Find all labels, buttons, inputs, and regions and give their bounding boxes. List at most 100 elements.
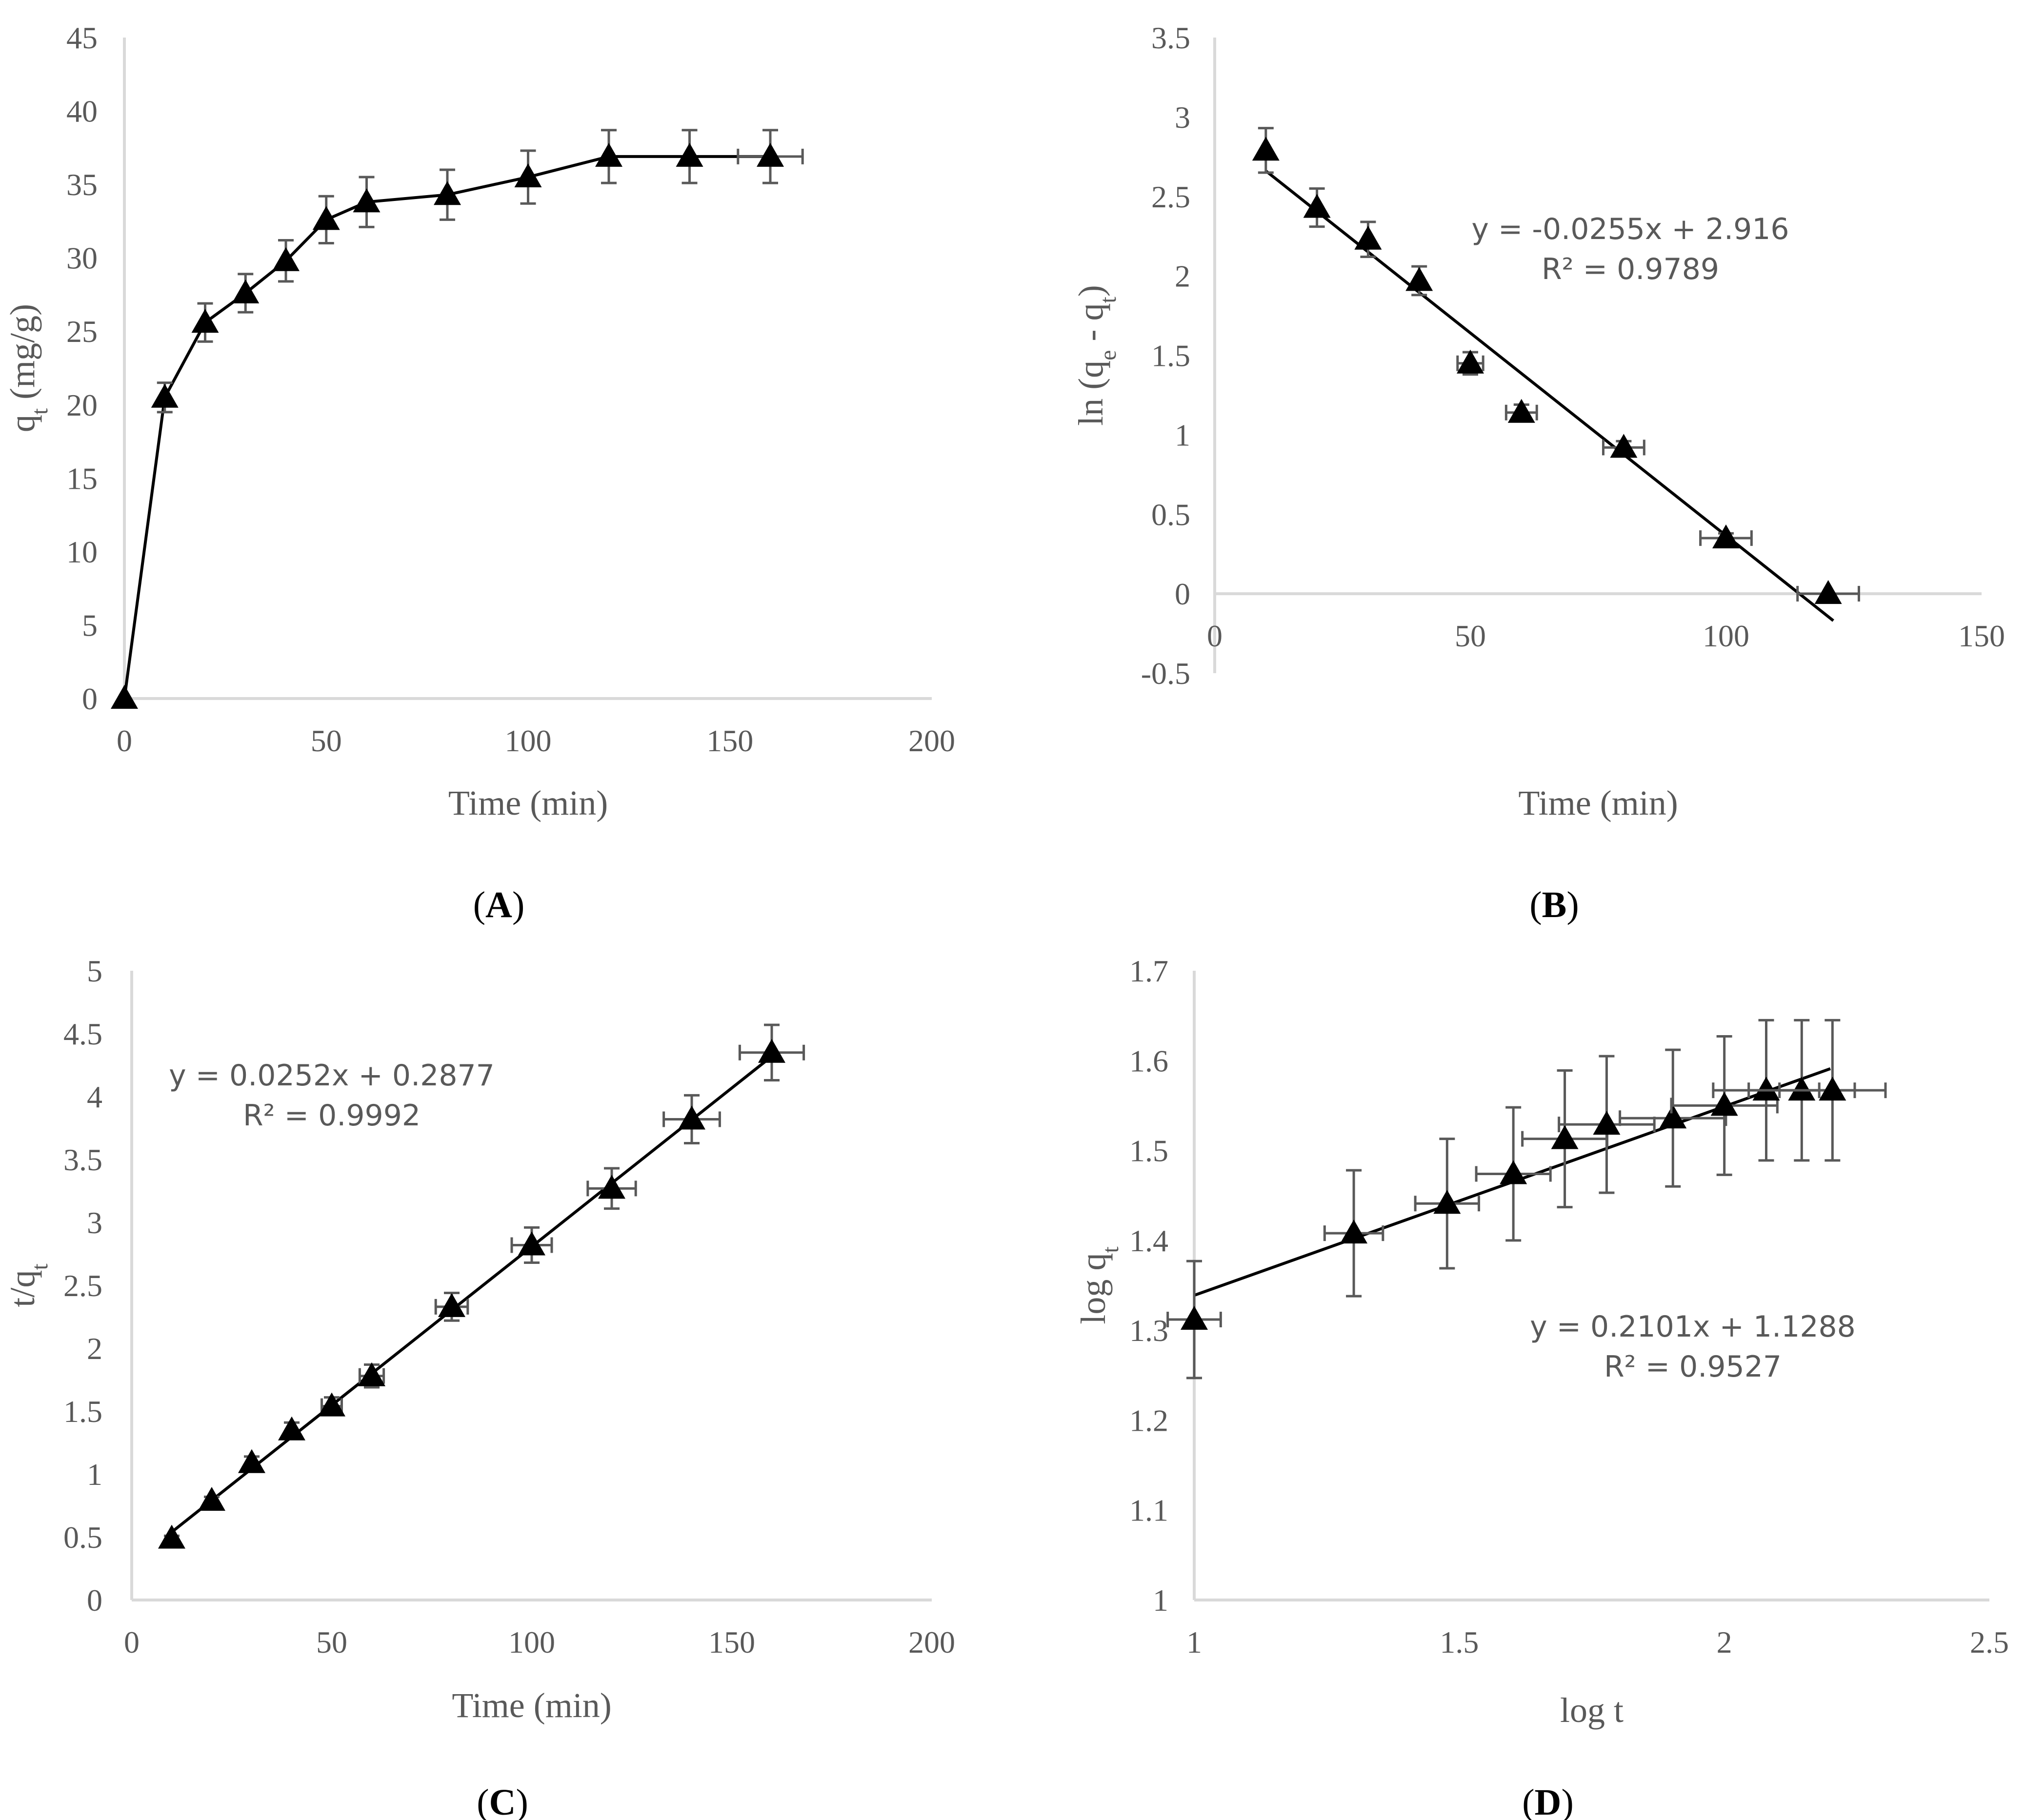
data-point-a-9 xyxy=(595,142,622,167)
y-tick-label-b-7: 3 xyxy=(1175,100,1190,135)
panel-letter-c: C xyxy=(489,1782,516,1820)
data-point-a-5 xyxy=(312,206,340,230)
x-tick-label-a-2: 100 xyxy=(505,723,552,758)
chart-d: 1 1.1 1.2 1.3 1.4 1.5 1.6 1.7 1 1.5 2 2.5 log t log q… xyxy=(1074,954,2009,1820)
y-title-main-c: t/q xyxy=(3,1270,42,1307)
data-point-b-0 xyxy=(1252,137,1280,161)
data-point-d-5 xyxy=(1593,1111,1621,1135)
chart-a: 0 5 10 15 20 25 30 35 40 45 0 50 100 150 200 Time (min)… xyxy=(3,20,955,925)
data-point-b-2 xyxy=(1354,225,1382,250)
data-point-a-0 xyxy=(111,685,138,709)
y-tick-label-a-0: 0 xyxy=(82,681,98,716)
y-tick-label-a-9: 45 xyxy=(66,20,98,55)
x-tick-label-a-4: 200 xyxy=(908,723,955,758)
x-tick-label-c-1: 50 xyxy=(316,1625,347,1660)
y-tick-label-c-6: 3 xyxy=(87,1205,102,1240)
r-squared-d: R² = 0.9527 xyxy=(1604,1350,1782,1384)
data-point-c-8 xyxy=(598,1175,625,1199)
y-tick-label-c-3: 1.5 xyxy=(63,1394,102,1429)
data-point-d-4 xyxy=(1551,1125,1579,1149)
x-tick-label-c-0: 0 xyxy=(124,1625,140,1660)
panel-label-a: (A) xyxy=(473,884,525,925)
panel-paren-close-d: ) xyxy=(1561,1782,1573,1820)
data-point-c-1 xyxy=(198,1487,225,1511)
y-axis-title-a: qt (mg/g) xyxy=(3,304,53,432)
panel-paren-open-c: ( xyxy=(477,1782,489,1820)
x-axis-title-a: Time (min) xyxy=(448,783,608,822)
x-tick-label-c-3: 150 xyxy=(708,1625,755,1660)
x-tick-label-c-4: 200 xyxy=(908,1625,955,1660)
y-title-suffix-b: ) xyxy=(1071,285,1110,297)
data-point-c-4 xyxy=(318,1392,345,1417)
y-tick-label-d-3: 1.3 xyxy=(1129,1313,1168,1348)
panel-paren-open-d: ( xyxy=(1522,1782,1534,1820)
equation-b: y = -0.0255x + 2.916 xyxy=(1471,212,1789,246)
y-title-sub-d: t xyxy=(1098,1246,1123,1253)
data-point-c-6 xyxy=(438,1293,465,1317)
panel-label-c: (C) xyxy=(477,1782,528,1820)
data-point-c-10 xyxy=(758,1039,785,1063)
r-squared-b: R² = 0.9789 xyxy=(1542,252,1719,286)
data-point-a-11 xyxy=(757,142,784,167)
y-tick-label-d-7: 1.7 xyxy=(1129,954,1168,988)
data-point-c-3 xyxy=(278,1416,305,1440)
y-title-main-b: ln (q xyxy=(1071,360,1110,426)
data-point-a-1 xyxy=(151,383,179,408)
panel-letter-a: A xyxy=(485,884,512,925)
data-point-d-3 xyxy=(1500,1160,1527,1184)
y-title-main-a: q xyxy=(3,415,42,432)
x-tick-label-b-0: 0 xyxy=(1207,619,1223,653)
y-tick-label-c-1: 0.5 xyxy=(63,1520,102,1555)
x-tick-label-a-3: 150 xyxy=(706,723,753,758)
y-tick-label-b-0: -0.5 xyxy=(1141,656,1190,691)
y-title-sub-c: t xyxy=(27,1263,53,1270)
data-point-a-7 xyxy=(434,181,461,205)
data-point-d-8 xyxy=(1752,1077,1780,1101)
y-tick-label-b-6: 2.5 xyxy=(1151,180,1190,214)
x-tick-label-a-1: 50 xyxy=(311,723,342,758)
x-tick-label-d-3: 2.5 xyxy=(1970,1625,2009,1660)
y-tick-label-c-5: 2.5 xyxy=(63,1268,102,1303)
data-point-b-4 xyxy=(1457,349,1484,374)
equation-c: y = 0.0252x + 0.2877 xyxy=(169,1059,495,1093)
data-point-d-10 xyxy=(1819,1077,1846,1101)
y-title-sub2-b: t xyxy=(1095,297,1121,303)
series-line-a xyxy=(123,155,770,699)
panel-label-d: (D) xyxy=(1522,1782,1574,1820)
x-axis-title-d: log t xyxy=(1560,1691,1624,1730)
data-point-c-5 xyxy=(358,1362,385,1386)
data-point-d-9 xyxy=(1788,1077,1816,1101)
y-axis-title-c: t/qt xyxy=(3,1263,53,1307)
y-tick-label-c-7: 3.5 xyxy=(63,1142,102,1177)
equation-d: y = 0.2101x + 1.1288 xyxy=(1530,1310,1856,1344)
y-title-sub-a: t xyxy=(27,408,53,415)
y-tick-label-a-7: 35 xyxy=(66,167,98,202)
data-point-c-0 xyxy=(158,1524,185,1549)
y-tick-label-c-4: 2 xyxy=(87,1331,102,1366)
y-tick-label-c-9: 4.5 xyxy=(63,1017,102,1051)
y-tick-label-a-6: 30 xyxy=(66,241,98,276)
data-point-a-6 xyxy=(353,188,381,213)
x-tick-label-c-2: 100 xyxy=(508,1625,555,1660)
y-tick-label-c-8: 4 xyxy=(87,1080,102,1114)
y-tick-label-a-8: 40 xyxy=(66,94,98,129)
y-axis-title-b: ln (qe - qt) xyxy=(1071,285,1121,426)
x-tick-label-b-2: 100 xyxy=(1703,619,1749,653)
panel-paren-open-b: ( xyxy=(1529,884,1542,925)
x-tick-label-d-2: 2 xyxy=(1717,1625,1732,1660)
y-tick-label-d-5: 1.5 xyxy=(1129,1134,1168,1168)
data-point-d-6 xyxy=(1659,1104,1687,1129)
y-title-sub-b: e xyxy=(1095,350,1121,360)
y-tick-label-b-4: 1.5 xyxy=(1151,339,1190,373)
panel-label-b: (B) xyxy=(1529,884,1579,925)
panel-paren-close-a: ) xyxy=(512,884,524,925)
panel-letter-b: B xyxy=(1542,884,1567,925)
y-tick-label-b-2: 0.5 xyxy=(1151,497,1190,532)
x-axis-title-c: Time (min) xyxy=(452,1686,611,1725)
panel-paren-close-c: ) xyxy=(516,1782,528,1820)
data-point-a-2 xyxy=(191,309,219,333)
x-tick-label-d-1: 1.5 xyxy=(1440,1625,1479,1660)
x-axis-title-b: Time (min) xyxy=(1518,783,1678,822)
y-tick-label-a-2: 10 xyxy=(66,535,98,569)
panel-letter-d: D xyxy=(1535,1782,1562,1820)
